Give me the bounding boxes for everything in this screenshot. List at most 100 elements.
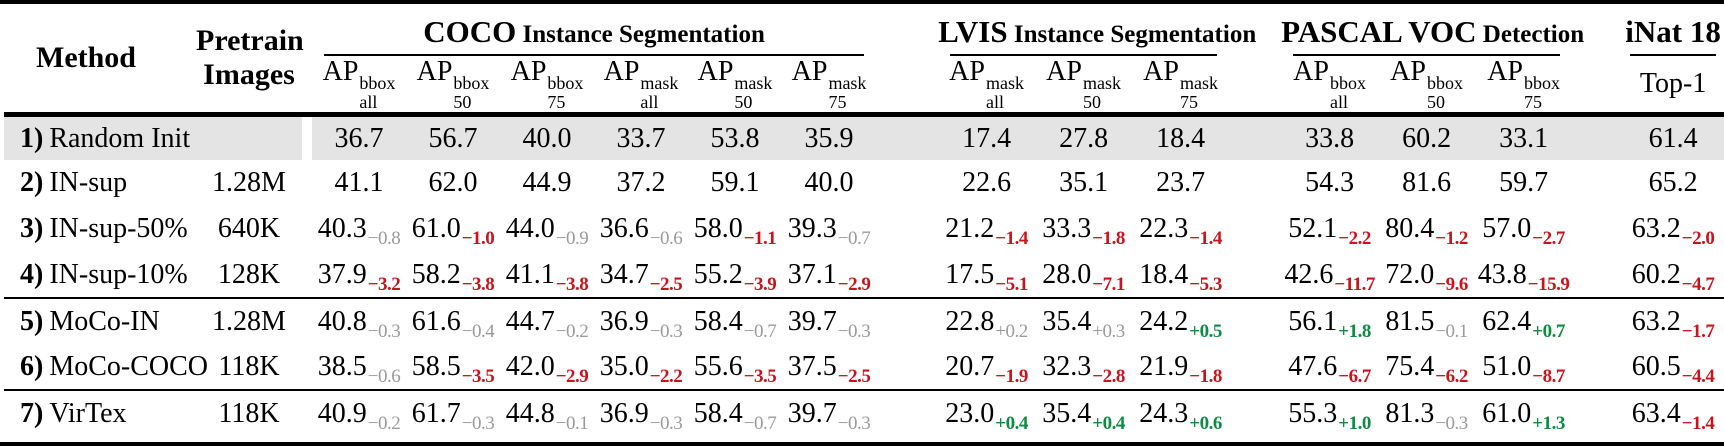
metric-delta: +1.0	[1338, 412, 1371, 434]
spacer-cell	[1572, 297, 1619, 345]
metric-value: 61.7	[411, 397, 461, 429]
column-header-coco-all: AP bbox all	[312, 56, 406, 117]
metric-cell: 24.2+0.5	[1132, 297, 1230, 345]
spacer-cell	[876, 114, 939, 161]
metric-cell: 28.0−7.1	[1035, 252, 1132, 298]
spacer-cell	[1572, 114, 1619, 161]
ap-subscript: 75	[1523, 91, 1542, 112]
method-cell: 4) IN-sup-10%	[4, 252, 196, 298]
column-header-coco-all: AP mask all	[594, 56, 688, 117]
column-header-coco-50: AP mask 50	[688, 56, 782, 117]
metric-value: 55.2	[693, 258, 743, 290]
metric-delta: −0.1	[1435, 320, 1468, 342]
metric-value: 36.9	[599, 305, 649, 337]
ap-subscript: 75	[1179, 91, 1198, 112]
spacer-cell	[1572, 252, 1618, 298]
spacer-cell	[302, 206, 312, 252]
metric-delta: +0.7	[1532, 320, 1565, 342]
metric-cell: 22.6	[938, 160, 1035, 206]
metric-value: 58.4	[693, 397, 743, 429]
metric-value: 54.3	[1305, 167, 1355, 199]
spacer-cell	[876, 389, 939, 437]
metric-cell: 58.4−0.7	[688, 297, 782, 345]
metric-value: 56.1	[1288, 305, 1338, 337]
ap-superscript-subscript: mask 50	[734, 74, 772, 112]
metric-delta: −1.8	[1189, 365, 1222, 387]
metric-delta: −0.2	[555, 320, 589, 342]
metric-cell: 35.4+0.4	[1035, 389, 1133, 437]
ap-subscript: 75	[547, 91, 566, 112]
metric-value: 39.3	[787, 213, 837, 245]
metric-delta: −2.9	[555, 365, 589, 387]
row-number: 6)	[20, 350, 44, 382]
metric-delta: −3.2	[367, 273, 401, 295]
method-name: IN-sup-50%	[49, 213, 188, 245]
metric-value: 35.4	[1042, 397, 1092, 429]
metric-cell: 58.2−3.8	[406, 252, 500, 298]
metric-delta: −5.3	[1189, 273, 1222, 295]
metric-value: 20.7	[945, 350, 995, 382]
metric-cell: 52.1−2.2	[1281, 206, 1378, 252]
ap-superscript: mask	[640, 73, 679, 93]
metric-cell: 40.3−0.8	[312, 206, 406, 252]
spacer-cell	[1229, 344, 1281, 390]
metric-cell: 18.4	[1132, 114, 1230, 161]
ap-superscript-subscript: bbox 50	[453, 74, 489, 112]
ap-label: AP	[1046, 56, 1082, 87]
metric-cell: 51.0−8.7	[1475, 344, 1572, 390]
column-group-lvis: LVIS Instance Segmentation	[938, 4, 1256, 56]
metric-delta: −2.5	[649, 273, 683, 295]
metric-value: 22.6	[962, 167, 1012, 199]
ap-superscript-subscript: bbox all	[359, 74, 395, 112]
metric-delta: +1.8	[1338, 320, 1371, 342]
metric-delta: −4.4	[1681, 365, 1715, 387]
ap-subscript: 75	[828, 91, 847, 112]
metric-value: 39.7	[787, 305, 837, 337]
metric-cell: 47.6−6.7	[1281, 344, 1378, 390]
metric-delta: −0.8	[367, 228, 401, 250]
metric-value: 40.8	[317, 305, 367, 337]
metric-delta: +0.5	[1189, 320, 1222, 342]
metric-delta: −3.5	[461, 365, 495, 387]
metric-cell: 23.0+0.4	[938, 389, 1036, 437]
column-header-voc-75: AP bbox 75	[1475, 56, 1573, 117]
metric-delta: −0.7	[743, 320, 777, 342]
metric-cell: 43.8−15.9	[1475, 252, 1572, 298]
metric-value: 35.9	[804, 122, 854, 154]
ap-subscript: all	[985, 91, 1004, 112]
spacer-cell	[1229, 389, 1282, 437]
metric-cell: 40.0	[500, 114, 594, 161]
column-header-lvis-75: AP mask 75	[1132, 56, 1230, 117]
metric-cell: 44.7−0.2	[500, 297, 594, 345]
spacer-cell	[302, 297, 312, 345]
metric-value: 40.3	[317, 213, 367, 245]
metric-value: 38.5	[317, 350, 367, 382]
metric-cell: 55.3+1.0	[1281, 389, 1379, 437]
metric-delta: −2.7	[1532, 228, 1565, 250]
metric-value: 43.8	[1477, 258, 1527, 290]
metric-value: 65.2	[1648, 167, 1698, 199]
metric-cell: 75.4−6.2	[1378, 344, 1475, 390]
ap-label: AP	[1487, 56, 1523, 87]
metric-cell: 65.2	[1618, 160, 1724, 206]
metric-value: 72.0	[1385, 258, 1435, 290]
ap-subscript: all	[359, 91, 378, 112]
spacer-g1	[1229, 4, 1282, 117]
metric-cell: 33.7	[594, 114, 688, 161]
header-group-row: Method Pretrain Images COCO Instance Segmen…	[4, 4, 1724, 117]
metric-delta: −1.2	[1435, 228, 1468, 250]
metric-delta: +0.2	[995, 320, 1028, 342]
metric-cell: 56.7	[406, 114, 500, 161]
metric-delta: −1.4	[1189, 228, 1222, 250]
metric-value: 61.0	[1482, 397, 1532, 429]
metric-cell: 33.3−1.8	[1035, 206, 1132, 252]
metric-value: 58.0	[693, 213, 743, 245]
metric-cell: 80.4−1.2	[1378, 206, 1475, 252]
metric-value: 33.3	[1042, 213, 1092, 245]
metric-delta: −0.7	[837, 228, 871, 250]
metric-cell: 39.7−0.3	[782, 389, 877, 437]
ap-label: AP	[603, 56, 640, 87]
method-cell: 3) IN-sup-50%	[4, 206, 196, 252]
metric-value: 61.6	[411, 305, 461, 337]
metric-value: 27.8	[1059, 122, 1109, 154]
